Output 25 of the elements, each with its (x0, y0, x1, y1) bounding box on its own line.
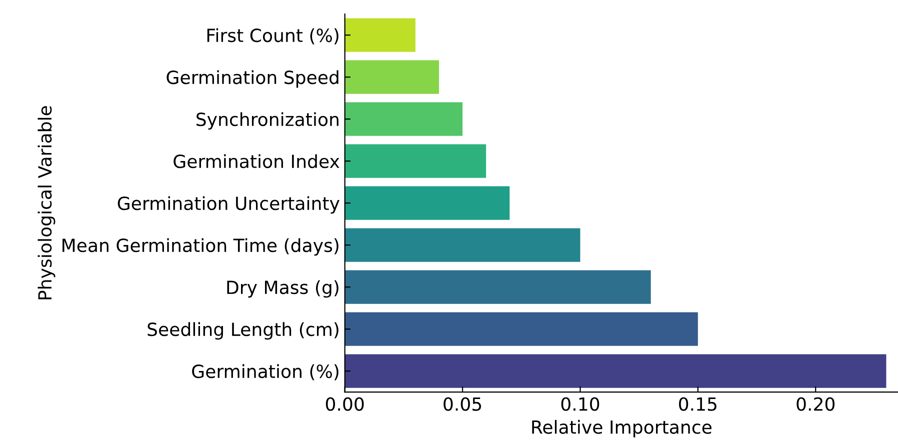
y-tick-label: Germination Index (174, 154, 340, 168)
x-tick-label: 0.10 (561, 397, 600, 411)
y-tick-label: First Count (%) (207, 28, 338, 44)
x-tick-label: 0.15 (679, 397, 716, 411)
y-tick-label: Germination Speed (166, 70, 338, 88)
x-tick-label: 0.20 (796, 397, 835, 411)
bar (344, 144, 486, 178)
y-tick-label: Germination (%) (192, 364, 338, 380)
x-tick-label: 0.00 (326, 397, 364, 411)
x-tick-label: 0.05 (444, 397, 482, 411)
bar (344, 228, 580, 262)
y-tick-label: Germination Uncertainty (118, 196, 340, 214)
bar (344, 186, 510, 220)
y-axis-title: Physiological Variable (38, 106, 56, 300)
bar (344, 102, 463, 136)
bar (344, 312, 698, 346)
bar (344, 354, 886, 388)
bar (344, 18, 416, 52)
bar (344, 270, 651, 304)
y-tick-label: Synchronization (196, 112, 338, 130)
y-tick-label: Dry Mass (g) (227, 280, 338, 298)
bar (344, 60, 439, 94)
x-axis-title: Relative Importance (532, 420, 712, 438)
y-tick-label: Mean Germination Time (days) (62, 238, 338, 256)
y-tick-label: Seedling Length (cm) (148, 322, 338, 340)
